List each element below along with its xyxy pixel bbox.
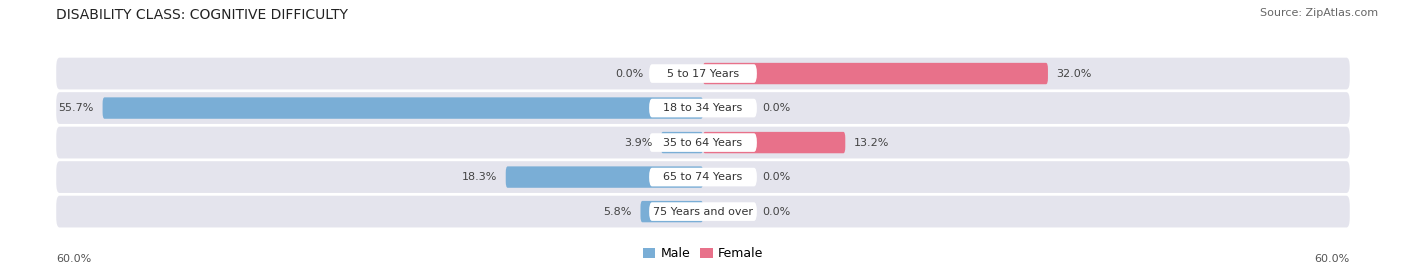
Text: 5.8%: 5.8% <box>603 207 631 217</box>
Text: 0.0%: 0.0% <box>762 172 790 182</box>
Text: 60.0%: 60.0% <box>56 254 91 264</box>
FancyBboxPatch shape <box>103 97 703 119</box>
Text: Source: ZipAtlas.com: Source: ZipAtlas.com <box>1260 8 1378 18</box>
Text: 0.0%: 0.0% <box>616 69 644 79</box>
FancyBboxPatch shape <box>650 99 756 117</box>
FancyBboxPatch shape <box>641 201 703 222</box>
Text: 18.3%: 18.3% <box>461 172 498 182</box>
FancyBboxPatch shape <box>703 132 845 153</box>
FancyBboxPatch shape <box>703 63 1047 84</box>
Legend: Male, Female: Male, Female <box>643 247 763 260</box>
Text: 32.0%: 32.0% <box>1056 69 1092 79</box>
FancyBboxPatch shape <box>650 202 756 221</box>
Text: 3.9%: 3.9% <box>624 137 652 148</box>
FancyBboxPatch shape <box>56 127 1350 158</box>
FancyBboxPatch shape <box>56 92 1350 124</box>
FancyBboxPatch shape <box>506 167 703 188</box>
Text: 65 to 74 Years: 65 to 74 Years <box>664 172 742 182</box>
Text: 5 to 17 Years: 5 to 17 Years <box>666 69 740 79</box>
FancyBboxPatch shape <box>650 168 756 186</box>
Text: 55.7%: 55.7% <box>59 103 94 113</box>
Text: 35 to 64 Years: 35 to 64 Years <box>664 137 742 148</box>
Text: 60.0%: 60.0% <box>1315 254 1350 264</box>
Text: 13.2%: 13.2% <box>853 137 889 148</box>
Text: 0.0%: 0.0% <box>762 103 790 113</box>
FancyBboxPatch shape <box>56 58 1350 89</box>
Text: DISABILITY CLASS: COGNITIVE DIFFICULTY: DISABILITY CLASS: COGNITIVE DIFFICULTY <box>56 8 349 22</box>
FancyBboxPatch shape <box>56 161 1350 193</box>
Text: 0.0%: 0.0% <box>762 207 790 217</box>
Text: 18 to 34 Years: 18 to 34 Years <box>664 103 742 113</box>
Text: 75 Years and over: 75 Years and over <box>652 207 754 217</box>
FancyBboxPatch shape <box>650 64 756 83</box>
FancyBboxPatch shape <box>661 132 703 153</box>
FancyBboxPatch shape <box>650 133 756 152</box>
FancyBboxPatch shape <box>56 196 1350 228</box>
